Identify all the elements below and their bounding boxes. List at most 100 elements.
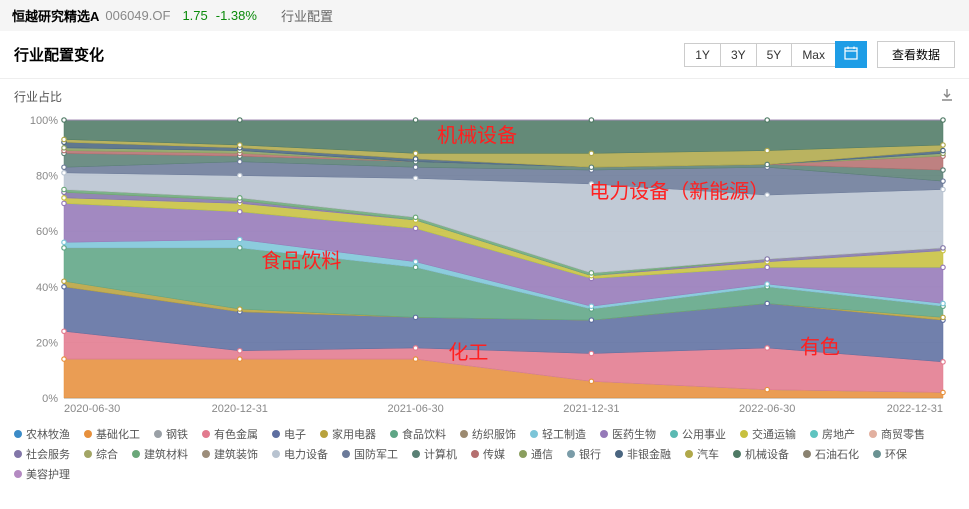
legend-label: 基础化工 xyxy=(96,426,140,442)
svg-text:2021-12-31: 2021-12-31 xyxy=(563,403,619,415)
svg-text:0%: 0% xyxy=(42,393,58,405)
legend-item[interactable]: 轻工制造 xyxy=(530,426,586,442)
legend-color-dot xyxy=(14,450,22,458)
legend-item[interactable]: 食品饮料 xyxy=(390,426,446,442)
svg-text:80%: 80% xyxy=(36,171,58,183)
stacked-area-chart: 0%20%40%60%80%100%2020-06-302020-12-3120… xyxy=(14,110,955,420)
calendar-icon[interactable] xyxy=(835,41,867,68)
legend-label: 汽车 xyxy=(697,446,719,462)
svg-text:有色: 有色 xyxy=(800,336,840,359)
legend-color-dot xyxy=(600,430,608,438)
legend-label: 医药生物 xyxy=(612,426,656,442)
legend-color-dot xyxy=(84,430,92,438)
legend-item[interactable]: 建筑装饰 xyxy=(202,446,258,462)
legend-item[interactable]: 汽车 xyxy=(685,446,719,462)
fund-change-pct: -1.38% xyxy=(216,8,257,23)
range-3y-button[interactable]: 3Y xyxy=(720,43,757,67)
legend-item[interactable]: 交通运输 xyxy=(740,426,796,442)
legend-color-dot xyxy=(530,430,538,438)
legend-color-dot xyxy=(740,430,748,438)
legend-item[interactable]: 商贸零售 xyxy=(869,426,925,442)
legend-item[interactable]: 基础化工 xyxy=(84,426,140,442)
svg-text:20%: 20% xyxy=(36,337,58,349)
legend-color-dot xyxy=(154,430,162,438)
svg-text:2020-12-31: 2020-12-31 xyxy=(212,403,268,415)
legend-item[interactable]: 综合 xyxy=(84,446,118,462)
range-5y-button[interactable]: 5Y xyxy=(756,43,793,67)
tab-sector-allocation[interactable]: 行业配置 xyxy=(281,6,333,25)
legend-item[interactable]: 社会服务 xyxy=(14,446,70,462)
legend-color-dot xyxy=(471,450,479,458)
legend-label: 银行 xyxy=(579,446,601,462)
svg-text:60%: 60% xyxy=(36,226,58,238)
legend-label: 纺织服饰 xyxy=(472,426,516,442)
legend-color-dot xyxy=(320,430,328,438)
legend-item[interactable]: 医药生物 xyxy=(600,426,656,442)
download-icon[interactable] xyxy=(939,87,955,106)
legend-item[interactable]: 电子 xyxy=(272,426,306,442)
legend-label: 传媒 xyxy=(483,446,505,462)
legend-item[interactable]: 家用电器 xyxy=(320,426,376,442)
legend-item[interactable]: 公用事业 xyxy=(670,426,726,442)
legend-item[interactable]: 纺织服饰 xyxy=(460,426,516,442)
legend-color-dot xyxy=(670,430,678,438)
legend-color-dot xyxy=(342,450,350,458)
svg-text:食品饮料: 食品饮料 xyxy=(261,249,341,272)
fund-header: 恒越研究精选A 006049.OF 1.75 -1.38% 行业配置 xyxy=(0,0,969,31)
svg-text:40%: 40% xyxy=(36,282,58,294)
legend-item[interactable]: 有色金属 xyxy=(202,426,258,442)
legend-color-dot xyxy=(803,450,811,458)
legend-item[interactable]: 房地产 xyxy=(810,426,855,442)
svg-text:2022-12-31: 2022-12-31 xyxy=(887,403,943,415)
legend-item[interactable]: 钢铁 xyxy=(154,426,188,442)
legend-label: 机械设备 xyxy=(745,446,789,462)
range-max-button[interactable]: Max xyxy=(791,43,836,67)
legend-label: 建筑装饰 xyxy=(214,446,258,462)
legend-item[interactable]: 机械设备 xyxy=(733,446,789,462)
view-data-button[interactable]: 查看数据 xyxy=(877,41,955,68)
legend-item[interactable]: 环保 xyxy=(873,446,907,462)
fund-name: 恒越研究精选A xyxy=(12,6,99,25)
legend-label: 房地产 xyxy=(822,426,855,442)
legend-color-dot xyxy=(390,430,398,438)
legend-label: 非银金融 xyxy=(627,446,671,462)
legend-color-dot xyxy=(14,430,22,438)
legend-label: 建筑材料 xyxy=(144,446,188,462)
svg-text:机械设备: 机械设备 xyxy=(437,124,517,147)
legend-label: 综合 xyxy=(96,446,118,462)
legend-item[interactable]: 非银金融 xyxy=(615,446,671,462)
legend-color-dot xyxy=(869,430,877,438)
svg-text:2020-06-30: 2020-06-30 xyxy=(64,403,120,415)
legend-label: 国防军工 xyxy=(354,446,398,462)
legend-item[interactable]: 通信 xyxy=(519,446,553,462)
range-1y-button[interactable]: 1Y xyxy=(684,43,721,67)
legend-item[interactable]: 银行 xyxy=(567,446,601,462)
legend-label: 美容护理 xyxy=(26,466,70,482)
legend-item[interactable]: 传媒 xyxy=(471,446,505,462)
legend-item[interactable]: 美容护理 xyxy=(14,466,70,482)
legend-label: 公用事业 xyxy=(682,426,726,442)
legend-item[interactable]: 农林牧渔 xyxy=(14,426,70,442)
legend-label: 环保 xyxy=(885,446,907,462)
svg-text:2022-06-30: 2022-06-30 xyxy=(739,403,795,415)
y-axis-label: 行业占比 xyxy=(14,88,62,105)
legend-item[interactable]: 国防军工 xyxy=(342,446,398,462)
legend-color-dot xyxy=(615,450,623,458)
legend-color-dot xyxy=(84,450,92,458)
svg-text:电力设备（新能源）: 电力设备（新能源） xyxy=(589,180,769,203)
legend-color-dot xyxy=(810,430,818,438)
chart-legend: 农林牧渔 基础化工钢铁 有色金属电子家用电器食品饮料 纺织服饰轻工制造 医药生物 公用事业… xyxy=(0,420,969,492)
legend-color-dot xyxy=(519,450,527,458)
legend-color-dot xyxy=(14,470,22,478)
fund-code: 006049.OF xyxy=(105,8,170,23)
legend-label: 农林牧渔 xyxy=(26,426,70,442)
legend-item[interactable]: 石油石化 xyxy=(803,446,859,462)
legend-label: 电力设备 xyxy=(284,446,328,462)
legend-item[interactable]: 电力设备 xyxy=(272,446,328,462)
legend-label: 石油石化 xyxy=(815,446,859,462)
legend-item[interactable]: 建筑材料 xyxy=(132,446,188,462)
legend-item[interactable]: 计算机 xyxy=(412,446,457,462)
legend-label: 有色金属 xyxy=(214,426,258,442)
legend-color-dot xyxy=(685,450,693,458)
legend-label: 通信 xyxy=(531,446,553,462)
